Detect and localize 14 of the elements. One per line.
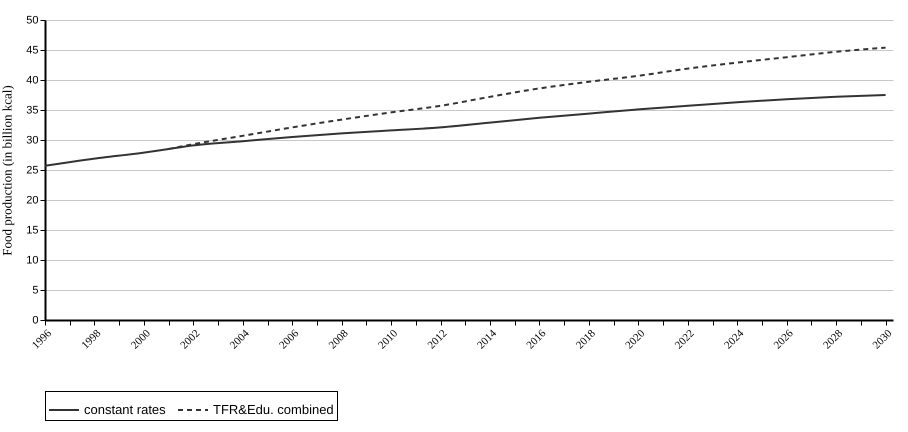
y-tick-label: 30 xyxy=(26,134,38,146)
y-tick-label: 20 xyxy=(26,194,38,206)
y-tick-label: 10 xyxy=(26,254,38,266)
y-tick-label: 40 xyxy=(26,74,38,86)
y-tick-label: 5 xyxy=(32,284,38,296)
y-tick-label: 25 xyxy=(26,164,38,176)
y-tick-label: 15 xyxy=(26,224,38,236)
y-tick-label: 50 xyxy=(26,14,38,26)
legend-label: TFR&Edu. combined xyxy=(213,402,334,417)
legend-label: constant rates xyxy=(84,402,166,417)
y-tick-label: 0 xyxy=(32,314,38,326)
y-axis-title: Food production (in billion kcal) xyxy=(0,85,14,256)
y-tick-label: 45 xyxy=(26,44,38,56)
y-tick-label: 35 xyxy=(26,104,38,116)
